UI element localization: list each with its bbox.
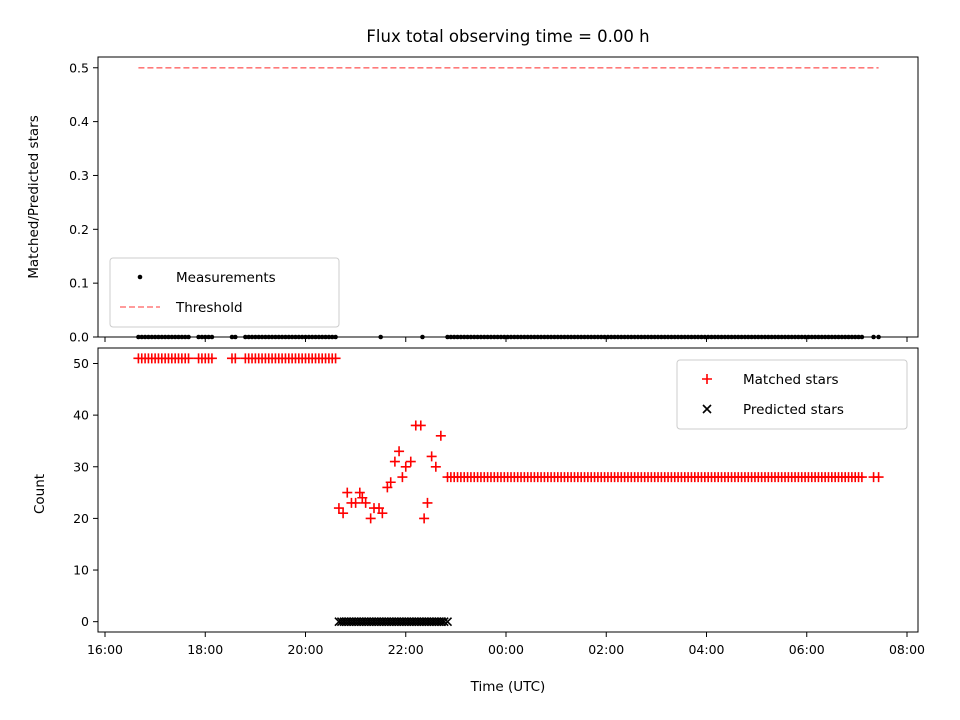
top-y-tick-label: 0.3 [69, 168, 89, 183]
legend-label: Measurements [176, 270, 276, 286]
legend-label: Predicted stars [743, 402, 844, 418]
bottom-x-axis: 16:00 18:00 20:00 22:00 00:00 02:00 04:00 06:00… [87, 632, 925, 657]
matched-star-point [382, 482, 393, 493]
bottom-y-tick-label: 0 [81, 614, 89, 629]
bottom-y-tick-label: 10 [73, 563, 89, 578]
x-tick-label: 00:00 [488, 642, 524, 657]
matched-star-point [419, 513, 430, 524]
matched-star-point [354, 487, 365, 498]
top-y-tick-label: 0.2 [69, 222, 89, 237]
bottom-legend-box [676, 359, 908, 430]
matched-star-point [389, 456, 400, 467]
bottom-axes-frame [97, 347, 919, 633]
matched-star-point [385, 477, 396, 488]
top-y-axis-label: Matched/Predicted stars [26, 115, 42, 278]
matched-star-point [422, 497, 433, 508]
matched-star-point [400, 461, 411, 472]
bottom-panel: 0 10 20 30 40 50 16:00 18:00 20:00 22:00 00:00 02:… [32, 347, 925, 657]
x-tick-label: 16:00 [87, 642, 123, 657]
matched-star-point [415, 420, 426, 431]
top-legend-box [109, 257, 340, 328]
top-y-tick-label: 0.5 [69, 60, 89, 75]
predicted-star-point [442, 617, 453, 627]
matched-star-point [360, 497, 371, 508]
bottom-y-tick-label: 20 [73, 511, 89, 526]
bottom-y-axis-label: Count [32, 474, 48, 514]
top-legend: Measurements Threshold [109, 257, 340, 328]
matched-star-point [394, 446, 405, 457]
matched-star-point [357, 492, 368, 503]
top-y-tick-label: 0.1 [69, 276, 89, 291]
bottom-y-tick-label: 30 [73, 459, 89, 474]
x-tick-label: 06:00 [789, 642, 825, 657]
matched-star-point [333, 503, 344, 514]
top-axes-frame [97, 56, 919, 338]
matched-star-point [230, 353, 241, 364]
x-tick-label: 04:00 [688, 642, 724, 657]
matched-star-point [330, 353, 341, 364]
legend-label: Matched stars [743, 372, 839, 388]
matched-star-point [435, 430, 446, 441]
legend-predicted-swatch [702, 404, 712, 414]
x-tick-label: 20:00 [287, 642, 323, 657]
matched-star-point [430, 461, 441, 472]
matched-star-point [405, 456, 416, 467]
predicted-star-point [439, 617, 449, 627]
matched-star-point [426, 451, 437, 462]
matched-star-point [365, 513, 376, 524]
top-panel: 0.0 0.1 0.2 0.3 0.4 0.5 Matched/Predicted sta… [26, 56, 919, 345]
matched-star-point [856, 472, 867, 483]
top-x-axis [104, 337, 908, 342]
bottom-plot-area [133, 353, 884, 627]
top-y-tick-label: 0.0 [69, 330, 89, 345]
x-tick-label: 02:00 [588, 642, 624, 657]
bottom-legend: Matched stars Predicted stars [676, 359, 908, 430]
x-axis-label: Time (UTC) [470, 679, 546, 695]
legend-measurement-swatch [137, 274, 143, 280]
top-y-axis: 0.0 0.1 0.2 0.3 0.4 0.5 [69, 60, 98, 345]
matched-star-point [183, 353, 194, 364]
matched-star-point [206, 353, 217, 364]
bottom-y-tick-label: 40 [73, 408, 89, 423]
matched-star-point [338, 508, 349, 519]
top-y-tick-label: 0.4 [69, 114, 89, 129]
matched-star-point [377, 508, 388, 519]
chart-title: Flux total observing time = 0.00 h [366, 27, 649, 46]
matched-star-point [350, 497, 361, 508]
bottom-y-axis: 0 10 20 30 40 50 [73, 356, 98, 629]
matched-star-point [342, 487, 353, 498]
matched-star-point [873, 472, 884, 483]
bottom-y-tick-label: 50 [73, 356, 89, 371]
x-tick-label: 18:00 [187, 642, 223, 657]
matched-star-point [397, 472, 408, 483]
x-tick-label: 22:00 [388, 642, 424, 657]
x-tick-label: 08:00 [889, 642, 925, 657]
legend-matched-swatch [702, 374, 712, 384]
legend-label: Threshold [175, 300, 243, 316]
matched-star-point [374, 503, 385, 514]
